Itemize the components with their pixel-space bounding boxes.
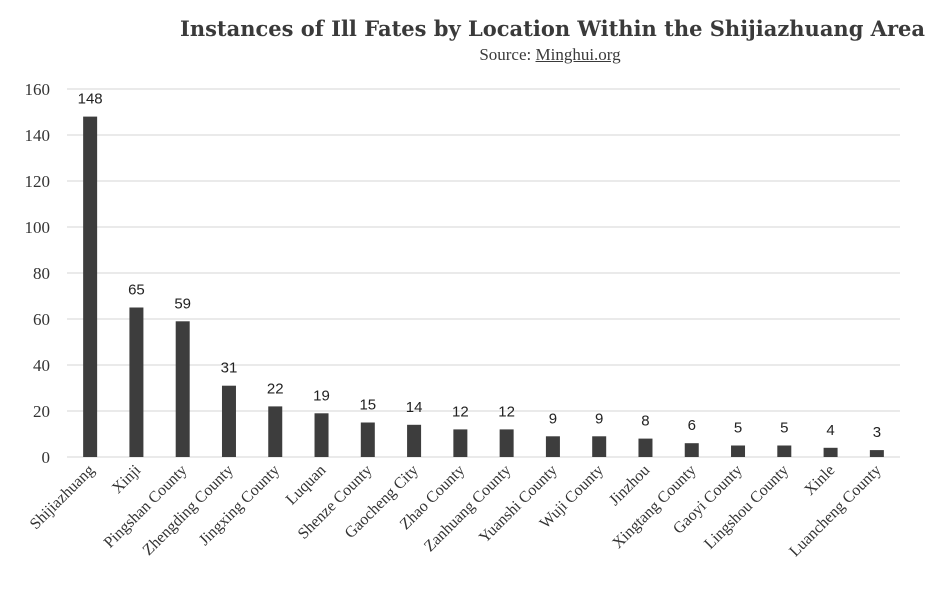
data-label: 12 xyxy=(452,403,469,420)
data-label: 9 xyxy=(595,410,603,427)
data-label: 12 xyxy=(498,403,515,420)
data-label: 14 xyxy=(406,399,423,416)
data-label: 8 xyxy=(641,413,649,430)
subtitle-prefix: Source: xyxy=(479,45,536,64)
data-label: 148 xyxy=(78,91,103,108)
bar xyxy=(499,429,514,457)
x-tick-label: Luquan xyxy=(283,462,330,509)
data-label: 15 xyxy=(359,397,376,414)
y-tick-label: 80 xyxy=(33,264,50,283)
bar xyxy=(268,406,283,457)
bar xyxy=(777,445,792,457)
x-tick-label: Xingtang County xyxy=(609,462,699,552)
y-tick-label: 40 xyxy=(33,356,50,375)
bar xyxy=(545,436,560,457)
y-tick-label: 60 xyxy=(33,310,50,329)
y-tick-label: 160 xyxy=(25,80,51,99)
bar xyxy=(83,116,98,457)
bar xyxy=(869,450,884,457)
data-label: 65 xyxy=(128,282,145,299)
x-tick-label: Lingshou County xyxy=(701,462,792,553)
bar xyxy=(129,307,144,457)
bars xyxy=(83,116,884,457)
bar xyxy=(592,436,607,457)
x-tick-label: Shijiazhuang xyxy=(27,462,98,533)
data-label: 22 xyxy=(267,380,284,397)
data-label: 5 xyxy=(734,420,742,437)
x-tick-label: Xinle xyxy=(801,462,838,499)
chart-subtitle: Source: Minghui.org xyxy=(180,45,920,65)
bar xyxy=(407,424,422,457)
y-axis-ticks: 0 20 40 60 80 100 120 140 160 xyxy=(25,80,51,467)
x-tick-label: Xinji xyxy=(109,461,145,497)
bar xyxy=(731,445,746,457)
data-label: 6 xyxy=(688,417,696,434)
bar xyxy=(638,438,653,457)
data-label: 5 xyxy=(780,420,788,437)
bar xyxy=(823,447,838,457)
y-tick-label: 140 xyxy=(25,126,51,145)
y-tick-label: 20 xyxy=(33,402,50,421)
x-tick-label: Zanhuang County xyxy=(421,462,514,555)
data-label: 9 xyxy=(549,410,557,427)
data-label: 19 xyxy=(313,387,330,404)
bar xyxy=(314,413,329,457)
source-link[interactable]: Minghui.org xyxy=(535,45,621,64)
y-tick-label: 100 xyxy=(25,218,51,237)
bar xyxy=(360,422,375,457)
data-label: 31 xyxy=(221,360,238,377)
data-label: 4 xyxy=(826,422,834,439)
data-label: 3 xyxy=(873,424,881,441)
y-tick-label: 0 xyxy=(42,448,51,467)
x-tick-label: Pingshan County xyxy=(101,462,191,552)
chart-title: Instances of Ill Fates by Location Withi… xyxy=(180,16,926,41)
grid-lines xyxy=(67,88,900,458)
x-tick-label: Jingxing County xyxy=(196,462,283,549)
y-tick-label: 120 xyxy=(25,172,51,191)
bar xyxy=(684,443,699,457)
bar xyxy=(453,429,468,457)
bar xyxy=(221,385,236,457)
data-label: 59 xyxy=(174,295,191,312)
bar xyxy=(175,321,190,457)
